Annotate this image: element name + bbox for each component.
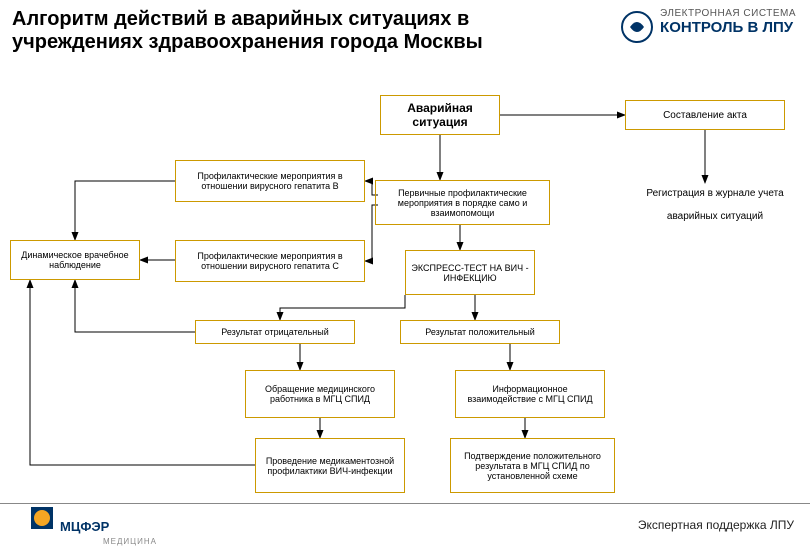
node-info: Информационное взаимодействие с МГЦ СПИД (455, 370, 605, 418)
node-prevB: Профилактические мероприятия в отношении… (175, 160, 365, 202)
node-dynamic: Динамическое врачебное наблюдение (10, 240, 140, 280)
mcfr-name: МЦФЭР (60, 519, 109, 534)
expert-footer: Экспертная поддержка ЛПУ (638, 518, 794, 532)
node-pos: Результат положительный (400, 320, 560, 344)
node-neg: Результат отрицательный (195, 320, 355, 344)
mcfr-icon (28, 504, 56, 532)
node-primary: Первичные профилактические мероприятия в… (375, 180, 550, 225)
node-emergency: Аварийная ситуация (380, 95, 500, 135)
node-confirm: Подтверждение положительного результата … (450, 438, 615, 493)
footer: МЦФЭР МЕДИЦИНА Экспертная поддержка ЛПУ (0, 503, 810, 540)
node-med: Проведение медикаментозной профилактики … (255, 438, 405, 493)
node-appeal: Обращение медицинского работника в МГЦ С… (245, 370, 395, 418)
node-express: ЭКСПРЕСС-ТЕСТ НА ВИЧ - ИНФЕКЦИЮ (405, 250, 535, 295)
node-register2: аварийных ситуаций (630, 207, 800, 225)
node-prevC: Профилактические мероприятия в отношении… (175, 240, 365, 282)
node-act: Составление акта (625, 100, 785, 130)
mcfr-sub: МЕДИЦИНА (103, 537, 157, 546)
node-register: Регистрация в журнале учета (630, 183, 800, 203)
